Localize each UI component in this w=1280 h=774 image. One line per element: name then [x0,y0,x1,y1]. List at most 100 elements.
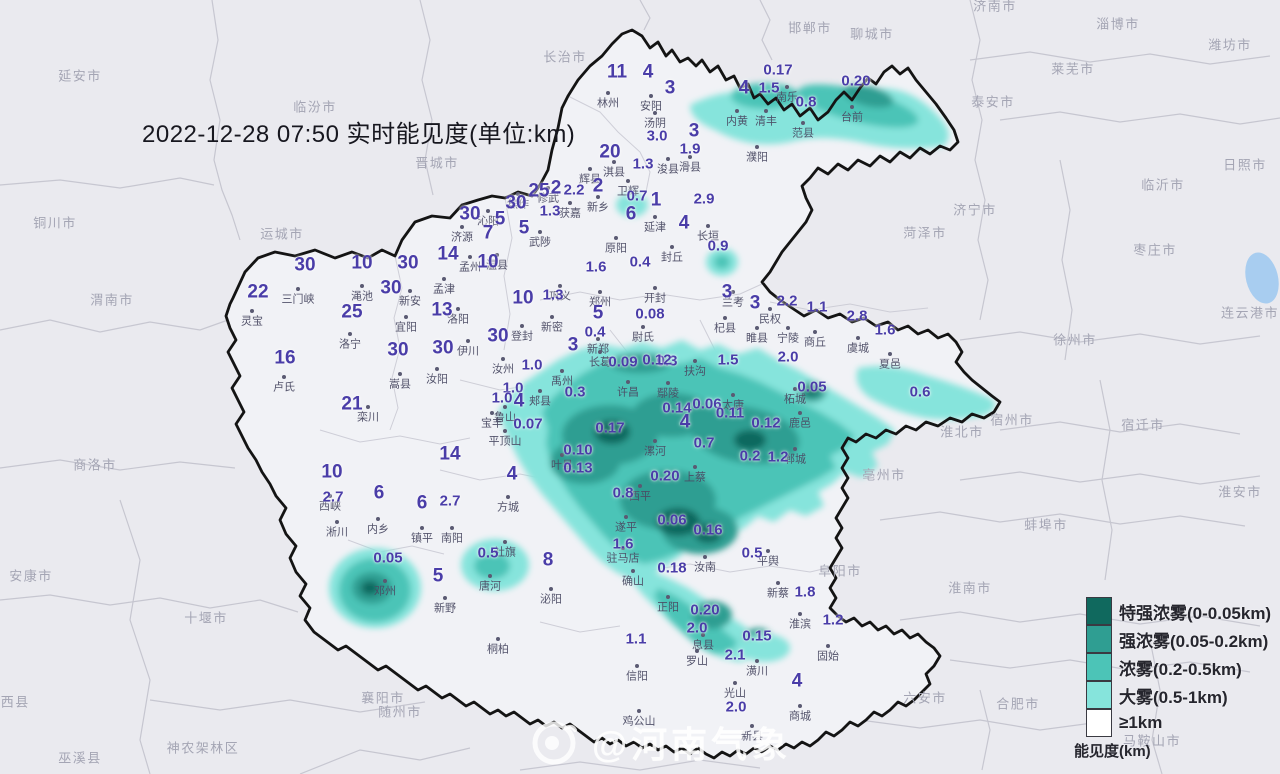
visibility-value: 4 [791,670,803,692]
visibility-value: 0.2 [739,447,761,465]
station-name: 郸城 [784,453,806,466]
outside-city-label: 潍坊市 [1208,37,1252,53]
visibility-value: 0.20 [650,467,680,485]
visibility-value: 7 [482,222,494,244]
station-dot [621,546,625,550]
station-dot [641,325,645,329]
visibility-value: 0.6 [909,383,931,401]
station-name: 社旗 [494,546,516,559]
fog-layer [329,83,995,662]
station-name: 修武 [537,192,559,205]
visibility-value: 0.7 [693,434,715,452]
outside-city-label: 徐州市 [1053,332,1097,348]
legend-rows: 特强浓雾(0-0.05km) 强浓雾(0.05-0.2km) 浓雾(0.2-0.5k… [1086,596,1271,737]
visibility-value: 1.3 [542,286,564,304]
station-dot [335,520,339,524]
station-dot [755,326,759,330]
visibility-value: 0.7 [626,187,648,205]
station-name: 汝州 [492,363,514,376]
visibility-value: 30 [487,325,509,347]
visibility-value: 3 [688,120,700,142]
station-name: 林州 [597,97,619,110]
visibility-value: 2.0 [686,619,708,637]
visibility-value: 0.05 [797,378,827,396]
visibility-value: 0.06 [692,395,722,413]
station-name: 民权 [759,313,781,326]
outside-city-label: 济南市 [973,0,1017,14]
station-dot [282,375,286,379]
visibility-value: 5 [518,217,530,239]
visibility-value: 1.3 [632,155,654,173]
visibility-value: 25 [341,301,363,323]
visibility-value: 1.6 [612,535,634,553]
station-name: 封丘 [661,251,683,264]
station-name: 滑县 [679,161,701,174]
station-name: 巩义 [549,290,571,303]
outside-city-label: 淮安市 [1218,484,1262,500]
station-name: 漯河 [644,445,666,458]
station-name: 新安 [399,295,421,308]
visibility-value: 30 [380,277,402,299]
station-dot [638,484,642,488]
station-dot [360,284,364,288]
station-dot [653,215,657,219]
legend-swatch [1086,596,1112,625]
station-name: 延津 [644,221,666,234]
legend-label: 大雾(0.5-1km) [1119,687,1228,707]
station-name: 汤阴 [644,117,666,130]
station-name: 西平 [629,490,651,503]
visibility-value: 4 [678,212,690,234]
station-name: 南乐 [776,91,798,104]
station-dot [653,439,657,443]
visibility-value: 30 [505,192,527,214]
station-name: 遂平 [615,521,637,534]
station-name: 淮滨 [789,618,811,631]
station-dot [612,160,616,164]
legend-item: 强浓雾(0.05-0.2km) [1086,624,1271,653]
legend-item: 浓雾(0.2-0.5km) [1086,652,1271,681]
station-name: 辉县 [579,173,601,186]
outside-city-label: 泰安市 [971,94,1015,110]
station-dot [420,526,424,530]
station-dot [614,236,618,240]
station-name: 安阳 [640,100,662,113]
visibility-value: 1.0 [491,389,513,407]
visibility-value: 1.5 [717,351,739,369]
station-dot [666,381,670,385]
visibility-value: 4 [679,411,691,433]
visibility-value: 20 [599,141,621,163]
visibility-value: 6 [625,203,637,225]
station-name: 新蔡 [767,587,789,600]
outside-city-label: 铜川市 [33,215,77,231]
outside-city-label: 连云港市 [1220,305,1280,321]
station-name: 新野 [434,602,456,615]
visibility-value: 2.7 [322,488,344,506]
outside-city-label: 菏泽市 [903,225,947,241]
outside-city-label: 临汾市 [293,99,337,115]
station-dot [666,595,670,599]
station-name: 沁阳 [477,215,499,228]
station-name: 济源 [451,231,473,244]
station-name: 兰考 [722,296,744,309]
station-name: 栾川 [357,411,379,424]
station-dot [688,155,692,159]
legend-swatch [1086,680,1112,709]
outside-city-label: 郧西县 [0,694,30,710]
outside-city-label: 枣庄市 [1133,242,1177,258]
station-dot [755,659,759,663]
station-dot [723,316,727,320]
visibility-value: 10 [512,287,534,309]
station-dot [735,109,739,113]
station-dot [495,253,499,257]
station-dot [404,315,408,319]
station-dot [506,495,510,499]
station-name: 温县 [486,259,508,272]
outside-city-label: 济宁市 [953,202,997,218]
lake [1245,252,1279,304]
station-dot [549,587,553,591]
visibility-value: 0.9 [707,237,729,255]
visibility-value: 0.06 [657,511,687,529]
visibility-value: 5 [432,565,444,587]
